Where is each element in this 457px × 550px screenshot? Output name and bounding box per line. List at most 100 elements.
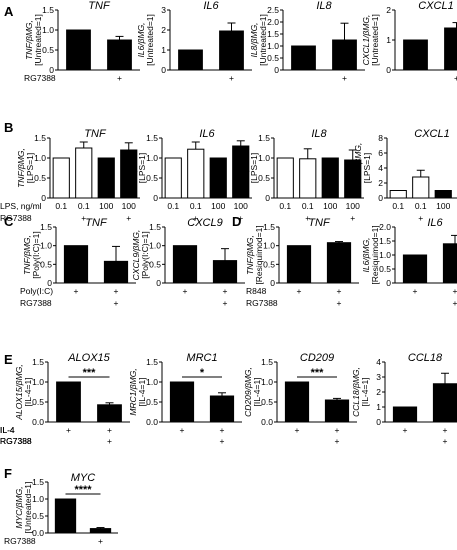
condition-row-label: RG7388 (0, 436, 32, 446)
y-axis-label-line1: TNF/βMG, (16, 148, 26, 188)
y-tick-label: 0 (156, 278, 161, 288)
y-axis-label-line2: [IL-4=1] (252, 377, 262, 406)
y-tick-label: 0.5 (379, 264, 391, 274)
y-tick-label: 1 (386, 35, 391, 45)
y-tick-label: 6 (378, 148, 383, 158)
y-tick-label: 0.0 (261, 417, 273, 427)
condition-value: + (342, 73, 347, 83)
condition-value: + (335, 425, 340, 435)
chart-title: IL8 (311, 128, 327, 140)
condition-value: + (220, 425, 225, 435)
condition-row-label: RG7388 (24, 73, 56, 83)
y-axis-label-line1: CXCL1/βMG, (361, 15, 371, 66)
condition-row-label: RG7388 (0, 436, 32, 446)
y-tick-label: 2.5 (267, 5, 279, 15)
condition-value: 100 (211, 201, 225, 211)
condition-value: + (443, 436, 448, 446)
y-tick-label: 0.5 (146, 397, 158, 407)
condition-row-label: RG7388 (246, 298, 278, 308)
y-tick-label: 1.5 (258, 133, 270, 143)
bar (219, 30, 244, 71)
y-tick-label: 1.0 (149, 241, 161, 251)
y-tick-label: 1.0 (258, 153, 270, 163)
y-tick-label: 1.0 (261, 377, 273, 387)
y-tick-label: 0.5 (261, 397, 273, 407)
y-tick-label: 4 (378, 163, 383, 173)
chart-title: IL8 (316, 0, 332, 12)
bar (321, 157, 339, 199)
panel-label: F (4, 466, 12, 481)
y-axis-label-line1: IL6/βMG, (361, 237, 371, 272)
panel-label: D (232, 214, 241, 229)
y-tick-label: 1.0 (42, 25, 54, 35)
bar (286, 245, 312, 284)
condition-row-label: IL-4 (0, 425, 15, 435)
bar (56, 381, 81, 423)
y-axis-label-line2: [Untreated=1] (258, 14, 268, 66)
y-tick-label: 1.5 (42, 5, 54, 15)
panel-label: B (4, 120, 13, 135)
condition-row-label: Poly(I:C) (20, 286, 53, 296)
condition-value: 0.1 (55, 201, 67, 211)
condition-row-label: RG7388 (0, 436, 32, 446)
y-tick-label: 0.5 (34, 173, 46, 183)
y-axis-label-line2: [Resiquimod=1] (254, 225, 264, 284)
y-axis-label-line1: IL8/βMG, (249, 22, 259, 57)
y-tick-label: 1.5 (263, 222, 275, 232)
chart-title: IL6 (203, 0, 219, 12)
y-tick-label: 0.0 (32, 417, 44, 427)
condition-row-label: RG7388 (20, 298, 52, 308)
chart-title: CXCL9 (187, 217, 222, 229)
bar (276, 157, 294, 199)
condition-value: 0.1 (167, 201, 179, 211)
y-axis-label-line2: [LPS=1] (249, 153, 259, 183)
condition-value: + (443, 425, 448, 435)
y-axis-label-line2: [Untreated=1] (145, 14, 155, 66)
y-tick-label: 1.0 (146, 153, 158, 163)
y-axis-label-line2: [Untreated=1] (370, 14, 380, 66)
y-tick-label: 1.5 (40, 222, 52, 232)
condition-value: + (223, 298, 228, 308)
y-tick-label: 0 (270, 278, 275, 288)
bar (209, 395, 235, 423)
condition-row-label: LPS, ng/ml (0, 201, 42, 211)
condition-row-label: IL-4 (0, 425, 15, 435)
condition-value: + (114, 286, 119, 296)
bar (432, 383, 457, 423)
bar (392, 406, 418, 423)
chart-title: TNF (88, 0, 111, 12)
y-axis-label-line1: CD209/βMG, (243, 367, 253, 417)
y-axis-label-line1: CCL18/βMG, (351, 367, 361, 417)
condition-value: + (337, 298, 342, 308)
bar (442, 243, 457, 284)
y-tick-label: 1.5 (32, 477, 44, 487)
condition-value: + (453, 286, 457, 296)
y-tick-label: 0 (41, 193, 46, 203)
y-tick-label: 0 (49, 65, 54, 75)
y-axis-label-line1: TNF/βMG, (245, 235, 255, 275)
y-axis-label-line1: TNF/βMG, (24, 20, 34, 60)
significance-marker: *** (83, 367, 97, 379)
bar (212, 260, 238, 284)
y-axis-label-line2: [IL-4=1] (137, 377, 147, 406)
y-tick-label: 0 (153, 193, 158, 203)
panel-label: A (4, 4, 14, 19)
y-tick-label: 0.5 (32, 511, 44, 521)
condition-value: 100 (323, 201, 337, 211)
condition-value: + (229, 73, 234, 83)
condition-row-label: RG7388 (4, 536, 36, 546)
bar (178, 49, 203, 71)
y-tick-label: 1.5 (267, 29, 279, 39)
y-tick-label: 1.5 (32, 357, 44, 367)
y-axis-label-line1: MYC/βMG, (14, 486, 24, 528)
condition-value: + (238, 213, 243, 223)
significance-marker: *** (311, 367, 325, 379)
bar (402, 254, 428, 284)
bar (324, 399, 350, 423)
y-tick-label: 0.5 (146, 173, 158, 183)
y-axis-label-line2: [LPS=1] (362, 153, 372, 183)
condition-value: + (126, 213, 131, 223)
y-tick-label: 0.5 (258, 173, 270, 183)
y-tick-label: 2 (161, 25, 166, 35)
